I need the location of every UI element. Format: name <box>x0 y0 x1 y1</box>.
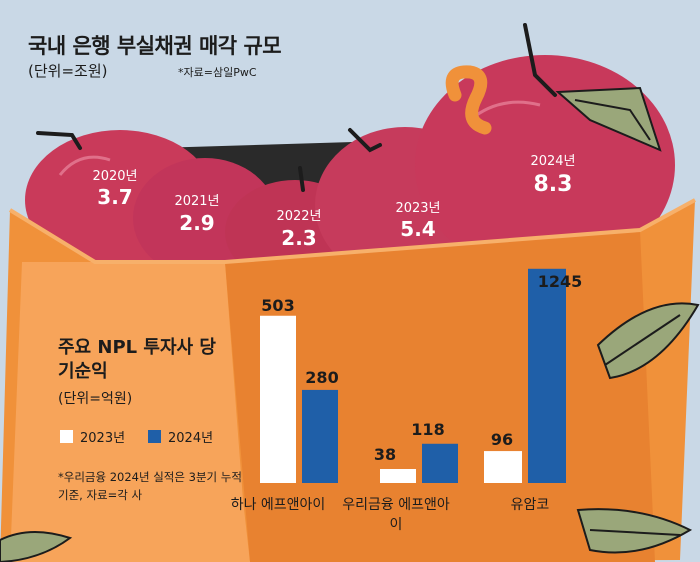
bar-chart-unit: (단위=억원) <box>58 391 133 407</box>
year-label-2023: 2023년 <box>395 201 441 216</box>
chart-title: 국내 은행 부실채권 매각 규모 <box>28 34 282 58</box>
chart-source: *자료=삼일PwC <box>178 66 257 79</box>
legend-label-2024: 2024년 <box>168 431 214 446</box>
leaf-icon <box>555 86 662 152</box>
year-label-2022: 2022년 <box>276 209 322 224</box>
basket-front-panel <box>10 262 250 562</box>
bar-value-label: 280 <box>305 368 339 387</box>
bar-value-label: 96 <box>490 430 514 449</box>
leaf-icon <box>596 302 700 380</box>
bar-2-0 <box>484 451 522 483</box>
bar-2-1 <box>528 268 566 483</box>
year-label-2021: 2021년 <box>174 194 220 209</box>
value-label-2023: 5.4 <box>400 217 436 241</box>
bar-value-label: 38 <box>373 445 397 464</box>
leaf-icon <box>576 508 693 554</box>
legend-label-2023: 2023년 <box>80 431 126 446</box>
bar-1-1 <box>422 443 458 483</box>
basket-rim-edge <box>8 198 696 264</box>
bar-chart-title: 주요 NPL 투자사 당기순익 <box>58 337 216 382</box>
category-label: 유암코 <box>510 497 550 513</box>
bar-value-label: 1245 <box>537 272 583 291</box>
bar-value-label: 503 <box>261 296 295 315</box>
category-label: 하나 에프앤아이 <box>230 497 326 513</box>
year-label-2024: 2024년 <box>530 154 576 169</box>
profit-bar-chart <box>260 268 566 483</box>
value-label-2021: 2.9 <box>179 211 215 235</box>
value-label-2024: 8.3 <box>533 172 573 197</box>
bar-value-label: 118 <box>411 420 445 439</box>
legend-swatch-2024 <box>148 430 161 443</box>
bar-1-0 <box>380 469 416 483</box>
apple-stems <box>36 23 557 192</box>
value-label-2020: 3.7 <box>97 185 133 209</box>
year-label-2020: 2020년 <box>92 169 138 184</box>
worm-icon <box>445 65 492 135</box>
value-label-2022: 2.3 <box>281 226 317 250</box>
leaf-icon <box>0 530 73 562</box>
bar-0-1 <box>302 389 338 483</box>
category-label: 우리금융 에프앤아이 <box>342 497 450 533</box>
footnote: *우리금융 2024년 실적은 3분기 누적 기준, 자료=각 사 <box>58 470 242 502</box>
bar-0-0 <box>260 315 296 483</box>
chart-unit: (단위=조원) <box>28 62 108 80</box>
legend-swatch-2023 <box>60 430 73 443</box>
